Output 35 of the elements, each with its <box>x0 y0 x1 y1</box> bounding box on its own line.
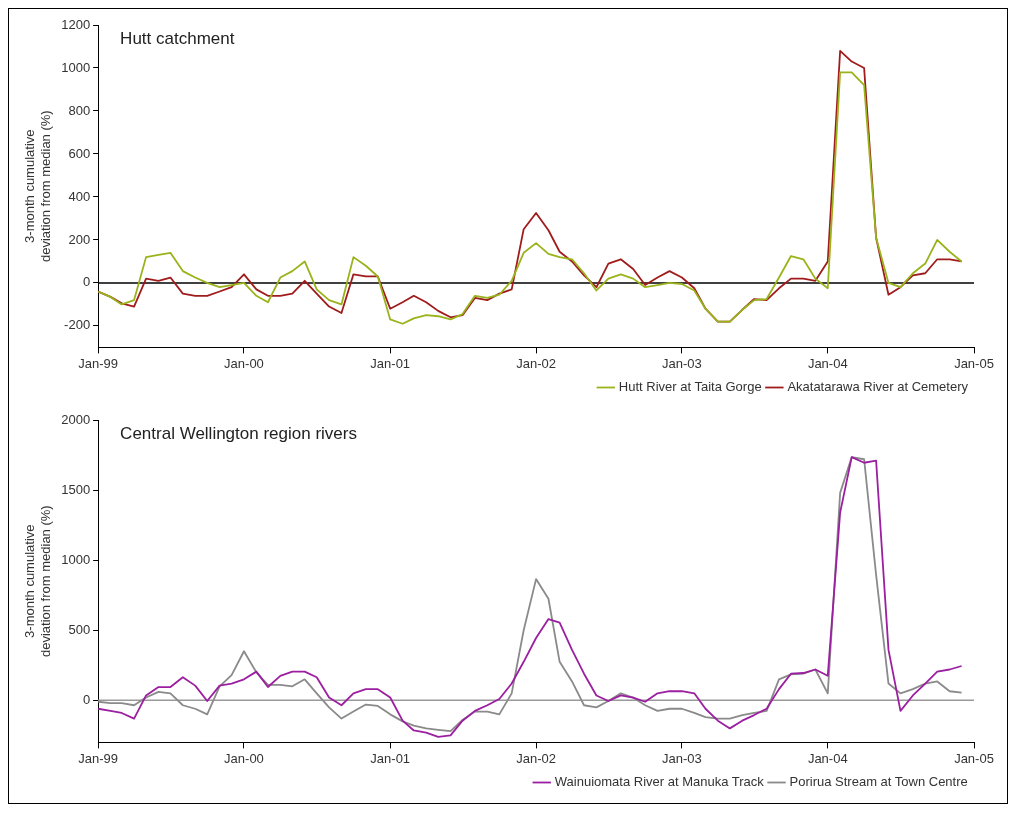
x-tick-label: Jan-00 <box>224 355 264 371</box>
y-tick-label: 1500 <box>61 481 91 497</box>
chart-title: Central Wellington region rivers <box>120 424 357 444</box>
x-tick-label: Jan-99 <box>78 750 118 766</box>
y-tick-label: 0 <box>82 274 91 290</box>
legend-label: Akatatarawa River at Cemetery <box>787 379 969 395</box>
x-tick-label: Jan-01 <box>370 750 411 766</box>
y-tick-label: 400 <box>68 188 91 204</box>
y-tick-label: 1200 <box>61 16 91 32</box>
y-tick-label: 1000 <box>61 59 91 75</box>
legend-label: Porirua Stream at Town Centre <box>789 774 968 790</box>
chart-title: Hutt catchment <box>120 29 235 49</box>
x-tick-label: Jan-00 <box>224 750 264 766</box>
y-tick-label: 600 <box>68 145 91 161</box>
y-tick-label: 0 <box>82 691 91 707</box>
x-tick-label: Jan-99 <box>78 355 118 371</box>
legend-label: Wainuiomata River at Manuka Track <box>554 774 765 790</box>
x-tick-label: Jan-03 <box>662 750 702 766</box>
x-tick-label: Jan-04 <box>807 355 848 371</box>
x-tick-label: Jan-05 <box>954 355 994 371</box>
y-tick-label: -200 <box>64 317 91 333</box>
x-tick-label: Jan-02 <box>516 750 556 766</box>
y-tick-label: 500 <box>68 621 91 637</box>
x-tick-label: Jan-04 <box>807 750 848 766</box>
y-axis-title: 3-month cumulative deviation from median (%) <box>22 110 53 263</box>
legend-label: Hutt River at Taita Gorge <box>618 379 762 395</box>
y-tick-label: 200 <box>68 231 91 247</box>
x-tick-label: Jan-03 <box>662 355 702 371</box>
y-tick-label: 1000 <box>61 551 91 567</box>
y-tick-label: 800 <box>68 102 91 118</box>
y-axis-title: 3-month cumulative deviation from median (%) <box>22 505 53 658</box>
x-tick-label: Jan-02 <box>516 355 556 371</box>
x-tick-label: Jan-01 <box>370 355 411 371</box>
x-tick-label: Jan-05 <box>954 750 994 766</box>
y-tick-label: 2000 <box>61 411 91 427</box>
